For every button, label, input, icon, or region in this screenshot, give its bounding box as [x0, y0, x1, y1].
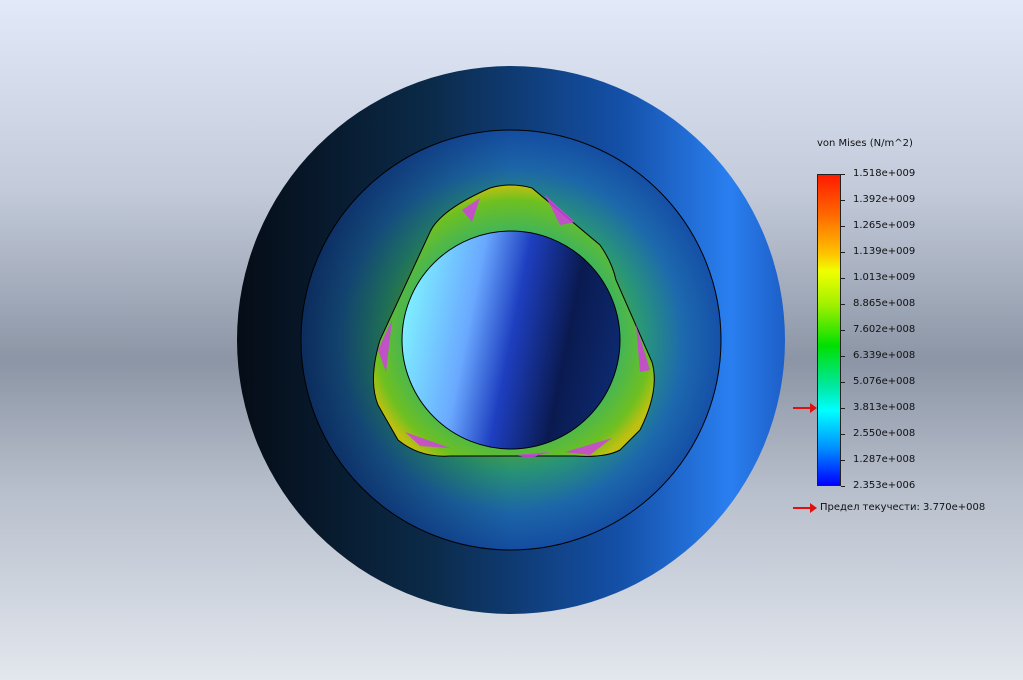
legend-tick-mark	[841, 330, 845, 331]
legend-tick-mark	[841, 278, 845, 279]
yield-strength-label: Предел текучести: 3.770e+008	[820, 502, 986, 513]
stress-colorbar	[817, 174, 841, 486]
legend-tick-mark	[841, 382, 845, 383]
legend-tick-label: 1.139e+009	[853, 246, 916, 257]
legend-tick-label: 7.602e+008	[853, 324, 916, 335]
legend-tick-label: 2.353e+006	[853, 480, 916, 491]
yield-marker-arrow-icon	[793, 403, 817, 413]
legend-tick-label: 3.813e+008	[853, 402, 916, 413]
legend-tick-label: 2.550e+008	[853, 428, 916, 439]
legend-tick-mark	[841, 200, 845, 201]
legend-tick-mark	[841, 356, 845, 357]
legend-tick-label: 8.865e+008	[853, 298, 916, 309]
legend-tick-mark	[841, 434, 845, 435]
legend-tick-label: 5.076e+008	[853, 376, 916, 387]
high-stress-regions	[378, 195, 650, 458]
legend-tick-label: 1.013e+009	[853, 272, 916, 283]
inner-bore	[401, 230, 621, 450]
legend-title: von Mises (N/m^2)	[817, 138, 913, 149]
legend-tick-mark	[841, 174, 845, 175]
legend-tick-mark	[841, 304, 845, 305]
legend-tick-label: 1.265e+009	[853, 220, 916, 231]
legend-tick-label: 1.518e+009	[853, 168, 916, 179]
legend-tick-label: 1.392e+009	[853, 194, 916, 205]
legend-tick-mark	[841, 252, 845, 253]
legend-tick-label: 6.339e+008	[853, 350, 916, 361]
legend-tick-label: 1.287e+008	[853, 454, 916, 465]
legend-tick-mark	[841, 460, 845, 461]
legend-tick-mark	[841, 486, 845, 487]
yield-legend-arrow-icon	[793, 503, 817, 513]
legend-tick-mark	[841, 408, 845, 409]
legend-tick-mark	[841, 226, 845, 227]
